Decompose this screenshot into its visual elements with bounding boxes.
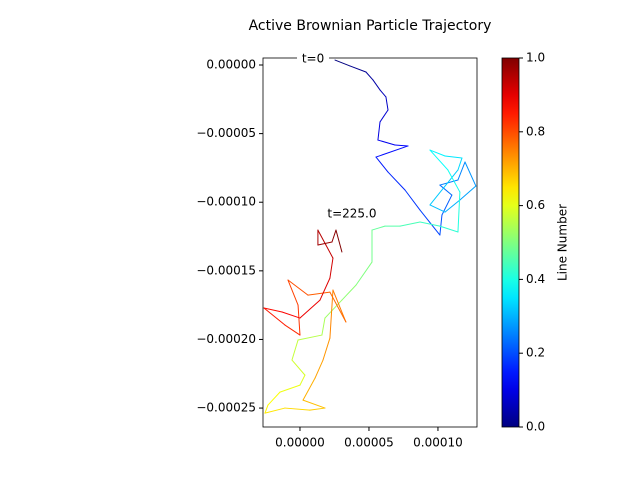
trajectory-segment [387,171,406,191]
colorbar-tick-label: 1.0 [526,51,545,65]
trajectory-segment [287,279,299,306]
colorbar-tick-label: 0.6 [526,198,545,212]
trajectory-segment [299,299,321,319]
trajectory-segment [325,244,334,259]
x-tick-label: 0.00010 [413,436,463,450]
trajectory-segment [263,307,283,313]
trajectory-segment [355,261,373,286]
y-tick-label: −0.00005 [196,126,256,140]
trajectory-segment [372,79,381,91]
trajectory-segment [399,221,421,227]
trajectory-segment [299,374,306,386]
trajectory-segment [439,184,453,196]
trajectory-segment [429,149,446,157]
trajectory-segment [297,304,301,336]
trajectory-segment [317,241,333,246]
trajectory-segment [267,391,281,406]
trajectory-segment [284,324,301,336]
trajectory-segment [457,191,461,233]
trajectory-segment [287,279,309,296]
trajectory-segment [439,225,459,233]
trajectory-segment [349,65,367,73]
annotation: t=0 [302,52,324,66]
trajectory-segment [379,109,389,123]
trajectory-segment [314,359,324,379]
trajectory-segment [439,214,443,236]
y-tick-label: −0.00025 [196,401,256,415]
annotation: t=225.0 [327,207,376,221]
trajectory-segment [457,161,466,181]
trajectory-segment [444,199,461,213]
trajectory-segment [419,221,441,227]
trajectory-segment [329,257,334,279]
trajectory-segment [371,225,386,231]
trajectory-segment [331,229,337,243]
trajectory-segment [419,209,441,236]
x-tick-label: 0.00005 [344,436,394,450]
trajectory-segment [447,169,461,193]
trajectory-segment [281,311,301,319]
trajectory-segment [429,204,446,213]
y-tick-label: −0.00015 [196,263,256,277]
colorbar-tick-label: 0.0 [526,420,545,434]
trajectory-segment [394,144,409,147]
trajectory-segment [321,317,326,336]
trajectory-segment [375,145,409,158]
trajectory-segment [439,179,459,186]
trajectory-segment [375,156,389,173]
trajectory-segment [297,334,323,341]
colorbar-tick-label: 0.2 [526,346,545,360]
trajectory-segment [329,289,334,339]
trajectory-segment [309,407,326,411]
colorbar-tick-label: 0.4 [526,272,545,286]
trajectory-segment [441,194,453,216]
trajectory-segment [429,149,449,171]
trajectory-segment [302,377,316,401]
trajectory-segment [429,169,459,206]
trajectory-segment [377,139,396,146]
trajectory-segment [284,407,311,411]
trajectory-segment [377,121,381,141]
trajectory-segment [317,229,327,246]
trajectory-segment [329,291,347,323]
trajectory-segment [264,407,286,414]
y-tick-label: −0.00020 [196,332,256,346]
colorbar-label: Line Number [556,204,570,281]
annotation-box [297,52,330,67]
plot-frame [262,57,478,428]
chart-title: Active Brownian Particle Trajectory [249,18,492,34]
trajectory-segment [279,384,301,393]
trajectory-segment [291,359,306,376]
colorbar [501,57,520,428]
trajectory-segment [335,229,343,253]
trajectory-segment [307,291,331,296]
trajectory-segment [322,337,331,361]
trajectory-segment [263,307,286,326]
trajectory-segment [464,161,477,187]
trajectory-segment [379,89,387,98]
trajectory-segment [457,157,463,171]
trajectory-segment [291,339,299,361]
trajectory-segment [334,59,351,67]
x-tick-label: 0.00000 [275,436,325,450]
trajectory-segment [404,189,421,211]
colorbar-tick-label: 0.8 [526,124,545,138]
trajectory-segment [341,284,357,301]
trajectory-segment [365,71,374,81]
trajectory-segment [319,277,331,301]
trajectory-segment [459,185,477,201]
trajectory-segment [444,155,463,159]
trajectory-segment [324,299,343,319]
trajectory-segment [332,289,347,323]
y-tick-label: 0.00000 [206,57,256,71]
trajectory-segment [264,404,269,414]
trajectory-segment [302,399,326,409]
y-tick-label: −0.00010 [196,195,256,209]
trajectory-segment [385,96,389,111]
